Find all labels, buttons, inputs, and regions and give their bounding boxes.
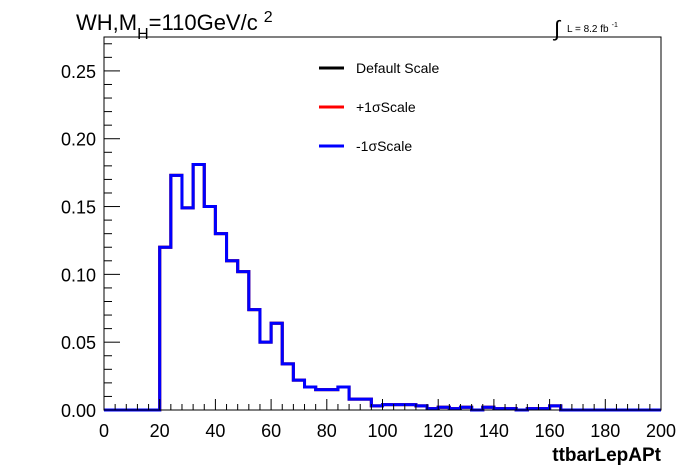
legend-label-2: -1σScale [356,138,412,154]
lumi-exponent: -1 [612,22,618,29]
lumi-integral-sign: ∫ [552,16,562,41]
x-tick-label: 20 [150,421,170,441]
series-line-2 [104,162,661,412]
y-tick-label: 0.10 [61,265,96,285]
title-rest: =110GeV/c [149,10,258,35]
x-tick-label: 140 [479,421,509,441]
x-tick-label: 160 [535,421,565,441]
lumi-text: L = 8.2 fb [567,24,609,35]
x-tick-label: 180 [590,421,620,441]
x-tick-label: 40 [205,421,225,441]
title-subscript: H [137,26,149,43]
x-tick-label: 60 [261,421,281,441]
title-main: WH,M [76,10,137,35]
legend-label-0: Default Scale [356,60,439,76]
y-tick-label: 0.25 [61,62,96,82]
x-tick-label: 80 [317,421,337,441]
legend-label-1: +1σScale [356,99,416,115]
y-tick-label: 0.00 [61,401,96,421]
x-tick-label: 0 [99,421,109,441]
title-superscript: 2 [264,9,273,26]
chart-title: WH,MH=110GeV/c 2 [76,9,273,43]
x-tick-label: 200 [646,421,676,441]
y-tick-label: 0.20 [61,130,96,150]
x-tick-label: 100 [367,421,397,441]
x-tick-label: 120 [423,421,453,441]
legend: Default Scale +1σScale -1σScale [319,60,439,154]
x-axis-label: ttbarLepAPt [552,445,661,466]
lumi-label: L = 8.2 fb -1 [567,22,618,35]
y-tick-label: 0.15 [61,198,96,218]
y-tick-label: 0.05 [61,333,96,353]
